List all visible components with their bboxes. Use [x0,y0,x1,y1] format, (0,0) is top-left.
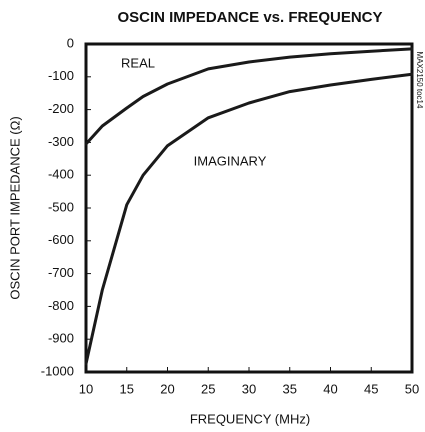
series-label: REAL [121,55,155,70]
x-tick-label: 40 [323,381,337,396]
x-tick-label: 30 [242,381,256,396]
x-axis-label: FREQUENCY (MHz) [190,411,310,426]
series-label: IMAGINARY [194,153,267,168]
side-note: MAX2150 toc14 [415,52,424,109]
y-tick-label: -600 [48,232,74,247]
y-tick-label: -500 [48,199,74,214]
y-tick-label: -800 [48,298,74,313]
x-tick-label: 45 [364,381,378,396]
plot-frame [84,42,414,374]
x-tick-label: 50 [405,381,419,396]
x-tick-label: 15 [120,381,134,396]
y-tick-label: -200 [48,101,74,116]
y-tick-label: -900 [48,331,74,346]
y-tick-label: -700 [48,265,74,280]
x-tick-label: 35 [283,381,297,396]
y-axis-label: OSCIN PORT IMPEDANCE (Ω) [7,116,22,299]
y-tick-label: -400 [48,167,74,182]
chart-title: OSCIN IMPEDANCE vs. FREQUENCY [117,9,382,26]
y-tick-label: -1000 [41,363,74,378]
x-tick-label: 10 [79,381,93,396]
series-line [84,47,414,146]
series-line [84,72,414,366]
y-tick-label: -100 [48,68,74,83]
x-tick-label: 20 [160,381,174,396]
x-tick-label: 25 [201,381,215,396]
y-tick-label: 0 [67,35,74,50]
y-tick-label: -300 [48,134,74,149]
